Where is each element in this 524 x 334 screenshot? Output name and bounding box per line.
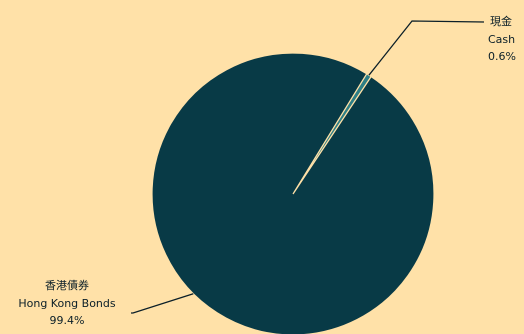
cash-label-en: Cash: [488, 33, 515, 46]
hk-bonds-label-zh: 香港債券: [45, 278, 89, 292]
hk-bonds-value-label: 99.4%: [50, 314, 85, 327]
pie-slices: [151, 52, 435, 334]
cash-value-label: 0.6%: [488, 50, 516, 63]
cash-label-group: 現金 Cash 0.6%: [488, 14, 516, 63]
leader-line-hong-kong-bonds: [131, 293, 194, 314]
leader-line-cash: [368, 20, 485, 76]
pie-slice-hong-kong-bonds: [151, 52, 435, 334]
hk-bonds-label-en: Hong Kong Bonds: [18, 297, 116, 310]
leader-lines: [131, 20, 485, 314]
cash-label-zh: 現金: [490, 14, 512, 28]
hk-bonds-label-group: 香港債券 Hong Kong Bonds 99.4%: [18, 278, 116, 327]
